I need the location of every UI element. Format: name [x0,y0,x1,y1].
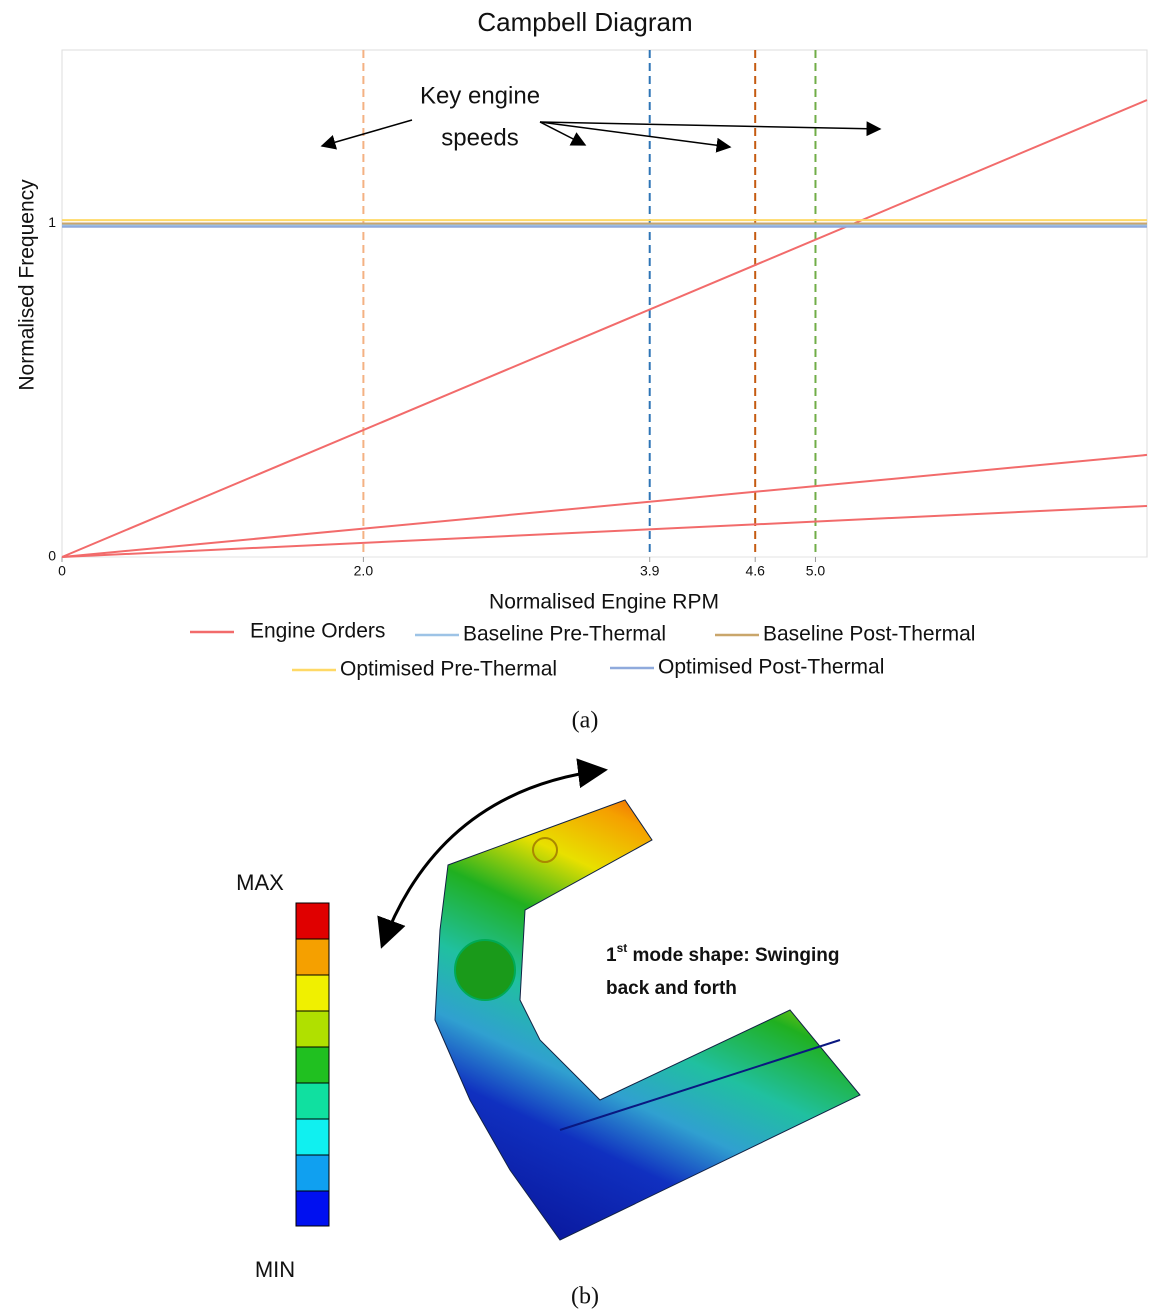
legend-label: Baseline Post-Thermal [763,623,975,646]
x-tick-label: 5.0 [806,563,826,579]
mode-note: back and forth [606,978,737,999]
legend-label: Engine Orders [250,620,385,643]
mode-note: 1st mode shape: Swinging [606,941,839,966]
x-tick-label: 3.9 [640,563,660,579]
legend-label: Optimised Pre-Thermal [340,658,557,681]
part-model [435,800,860,1240]
figure: Campbell Diagram Normalised Engine RPM N… [0,0,1157,1314]
legend-label: Optimised Post-Thermal [658,656,884,679]
plot-area [62,50,1147,557]
chart-title: Campbell Diagram [477,7,692,37]
caption: (a) [572,708,599,734]
x-tick-label: 0 [58,563,66,579]
x-tick-label: 4.6 [745,563,765,579]
colorbar-max: MAX [236,870,284,895]
colorbar-min: MIN [255,1257,295,1282]
annotation-text: speeds [441,124,518,151]
y-tick-label: 0 [48,548,56,564]
y-axis-label: Normalised Frequency [16,179,39,391]
legend-label: Baseline Pre-Thermal [463,623,666,646]
x-tick-label: 2.0 [354,563,374,579]
caption: (b) [571,1284,599,1310]
colorbar [296,903,329,1226]
x-axis-label: Normalised Engine RPM [489,591,719,614]
annotation-text: Key engine [420,82,540,109]
y-tick-label: 1 [48,214,56,230]
